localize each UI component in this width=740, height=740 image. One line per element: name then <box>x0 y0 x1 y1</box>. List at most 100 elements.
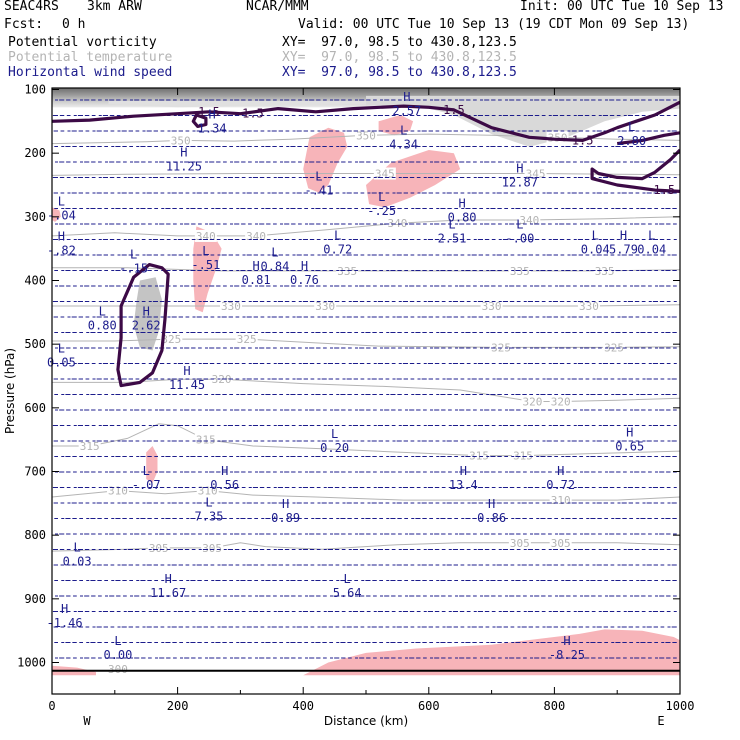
init-time: Init: 00 UTC Tue 10 Sep 13 <box>520 0 724 14</box>
theta-contour-1 <box>52 173 680 176</box>
x-tick-label: 1000 <box>666 699 695 713</box>
pv-shade-negative-3 <box>193 226 222 313</box>
theta-label-bg <box>386 217 409 230</box>
case-name: SEAC4RS <box>4 0 59 14</box>
x-axis-west-label: W <box>83 714 91 728</box>
x-axis-title: Distance (km) <box>324 714 408 728</box>
extremum-value: 2.57 <box>392 104 421 118</box>
y-tick-label: 600 <box>24 401 46 415</box>
y-tick-label: 200 <box>24 146 46 160</box>
high-marker: H <box>143 305 150 319</box>
pv-contour-label: 1.5 <box>653 183 675 197</box>
theta-contour-4 <box>52 304 680 307</box>
pv-contour-top <box>52 100 680 142</box>
field-name-theta: Potential temperature <box>8 50 173 65</box>
theta-contour-label: 320 <box>212 373 232 386</box>
theta-contour-label: 350 <box>356 129 376 142</box>
theta-label-bg <box>210 373 233 386</box>
theta-label-bg <box>201 541 224 554</box>
high-marker: H <box>626 426 633 440</box>
theta-contour-label: 325 <box>161 333 181 346</box>
y-tick-label: 1000 <box>17 656 46 670</box>
theta-label-bg <box>314 299 337 312</box>
x-axis-east-label: E <box>657 714 664 728</box>
extremum-value: -.15 <box>119 261 148 275</box>
y-tick-label: 100 <box>24 83 46 97</box>
fcst-value: 0 h <box>62 17 86 32</box>
low-marker: L <box>58 195 65 209</box>
extremum-value: -1.46 <box>46 616 82 630</box>
field-xy-theta: XY= 97.0, 98.5 to 430.8,123.5 <box>282 50 517 65</box>
theta-label-bg <box>169 134 192 147</box>
low-marker: L <box>271 245 278 259</box>
low-marker: L <box>202 244 209 258</box>
theta-contour-label: 330 <box>579 300 599 313</box>
x-tick-label: 400 <box>292 699 314 713</box>
extremum-value: -.41 <box>304 184 333 198</box>
theta-contour-label: 335 <box>337 265 357 278</box>
org-name: NCAR/MMM <box>246 0 309 14</box>
y-tick-label: 800 <box>24 528 46 542</box>
theta-contour-label: 330 <box>482 300 502 313</box>
pv-contour-label: 1.5 <box>443 103 465 117</box>
theta-label-bg <box>106 662 129 675</box>
extremum-value: 0.84 <box>260 259 289 273</box>
wind-vectors <box>52 99 677 659</box>
high-marker: H <box>221 464 228 478</box>
extremum-value: 0.04 <box>637 242 666 256</box>
extremum-value: 0.76 <box>290 273 319 287</box>
low-marker: L <box>628 120 635 134</box>
high-marker: H <box>563 634 570 648</box>
high-marker: H <box>252 259 259 273</box>
low-marker: L <box>130 247 137 261</box>
high-marker: H <box>458 196 465 210</box>
theta-contour-label: 340 <box>246 230 266 243</box>
low-marker: L <box>99 305 106 319</box>
low-marker: L <box>378 190 385 204</box>
low-marker: L <box>205 496 212 510</box>
y-tick-label: 900 <box>24 592 46 606</box>
plot-frame <box>51 87 681 695</box>
high-marker: H <box>61 602 68 616</box>
extremum-value: 1.34 <box>198 121 227 135</box>
extremum-value: 0.20 <box>320 441 349 455</box>
pv-contours: 1.5 1.5 1.5 1.5 1.5 <box>52 100 680 388</box>
theta-label-bg <box>355 129 377 142</box>
extremum-value: 11.67 <box>150 586 186 600</box>
extremum-value: -.07 <box>132 478 161 492</box>
theta-label-bg <box>521 395 544 408</box>
field-name-pv: Potential vorticity <box>8 35 157 50</box>
extremum-value: 0.89 <box>271 511 300 525</box>
low-marker: L <box>344 572 351 586</box>
extremum-value: 11.45 <box>169 378 205 392</box>
theta-label-bg <box>78 440 101 453</box>
extremum-value: -.00 <box>505 231 534 245</box>
extremum-value: 2.80 <box>617 134 646 148</box>
low-marker: L <box>648 228 655 242</box>
extremum-value: 0.05 <box>47 356 76 370</box>
theta-label-bg <box>508 536 531 549</box>
theta-label-bg <box>336 264 359 277</box>
extremum-value: 0.80 <box>88 319 117 333</box>
theta-label-bg <box>194 229 217 242</box>
low-marker: L <box>58 342 65 356</box>
pv-shade-negative-2 <box>366 150 461 208</box>
extremum-value: 0.65 <box>615 440 644 454</box>
theta-contour-2 <box>52 216 680 237</box>
low-marker: L <box>334 228 341 242</box>
theta-contour-label: 305 <box>202 542 222 555</box>
extremum-value: 0.56 <box>210 478 239 492</box>
pv-contour-label: 1.5 <box>198 105 220 119</box>
pv-contour-label: 1.5 <box>572 133 594 147</box>
pv-contour-label: 1.5 <box>242 107 264 121</box>
theta-label-bg <box>468 449 491 462</box>
extremum-value: -.25 <box>367 204 396 218</box>
theta-contour-label: 330 <box>221 300 241 313</box>
low-marker: L <box>114 634 121 648</box>
extremum-value: 0.72 <box>546 478 575 492</box>
field-xy-wind: XY= 97.0, 98.5 to 430.8,123.5 <box>282 65 517 80</box>
pv-shade-negative-0 <box>303 127 348 193</box>
valid-time: Valid: 00 UTC Tue 10 Sep 13 (19 CDT Mon … <box>298 17 690 32</box>
theta-contour-label: 305 <box>510 537 530 550</box>
